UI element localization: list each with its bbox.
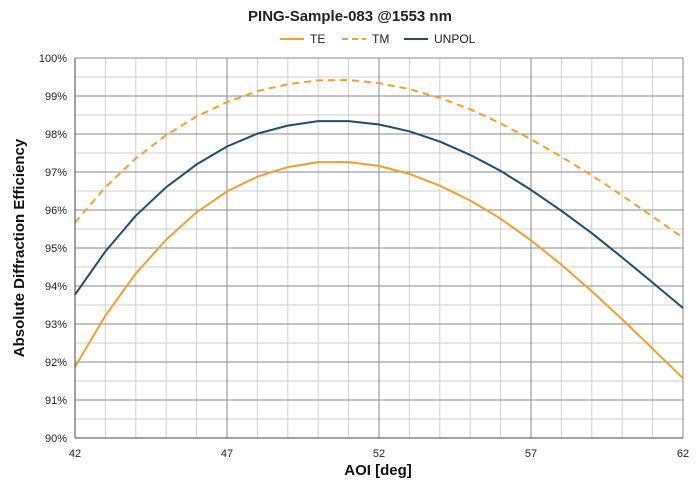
x-tick-label: 57 xyxy=(525,448,537,460)
chart-title: PING-Sample-083 @1553 nm xyxy=(248,8,452,25)
y-tick-label: 99% xyxy=(45,91,67,103)
legend-label: UNPOL xyxy=(434,32,476,46)
y-tick-label: 94% xyxy=(45,281,67,293)
x-tick-label: 47 xyxy=(221,448,233,460)
legend: TE TM UNPOL xyxy=(280,32,476,46)
x-tick-label: 62 xyxy=(677,448,689,460)
legend-item-te: TE xyxy=(280,32,325,46)
x-axis-label: AOI [deg] xyxy=(344,462,412,479)
y-tick-label: 93% xyxy=(45,319,67,331)
x-tick-label: 42 xyxy=(69,448,81,460)
series-layer xyxy=(74,79,684,380)
y-tick-label: 92% xyxy=(45,357,67,369)
x-tick-label: 52 xyxy=(373,448,385,460)
legend-item-unpol: UNPOL xyxy=(404,32,476,46)
series-line-unpol xyxy=(74,120,684,309)
legend-label: TE xyxy=(310,32,325,46)
legend-item-tm: TM xyxy=(342,32,389,46)
y-tick-label: 95% xyxy=(45,243,67,255)
y-tick-label: 96% xyxy=(45,205,67,217)
y-tick-label: 91% xyxy=(45,395,67,407)
y-tick-label: 98% xyxy=(45,129,67,141)
y-axis-label: Absolute Diffraction Efficiency xyxy=(11,138,28,357)
legend-label: TM xyxy=(372,32,389,46)
y-tick-label: 100% xyxy=(39,53,67,65)
series-line-tm xyxy=(74,79,684,239)
axes: 42 47 52 57 62 90% 91% 92% 93% 94% 95% 96% 97% 98% 99%… xyxy=(39,53,689,460)
series-line-te xyxy=(74,161,684,380)
y-tick-label: 90% xyxy=(45,433,67,445)
grid xyxy=(74,57,684,439)
y-tick-label: 97% xyxy=(45,167,67,179)
